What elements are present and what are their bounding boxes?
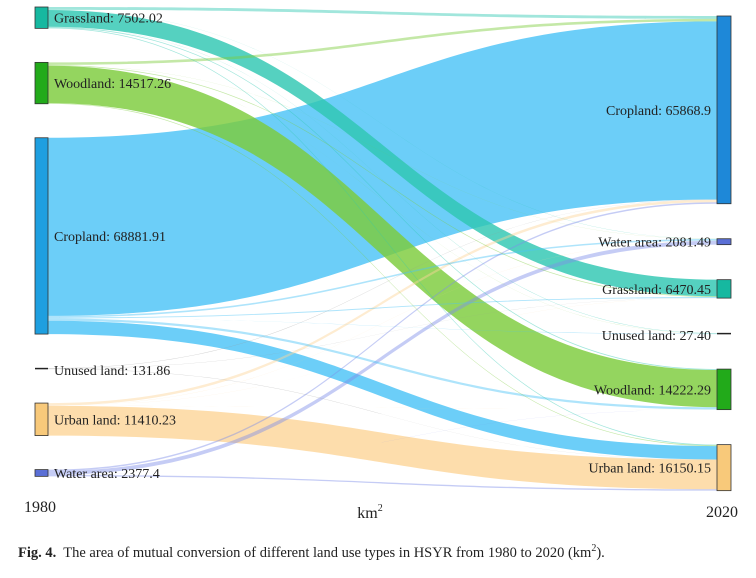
flow-urban-to-grass [48,298,717,406]
flow-urban-to-urban [48,405,717,490]
flow-unused-to-grass [48,297,717,369]
source-label-wood: Woodland: 14517.26 [54,77,171,92]
flow-water-to-urban [48,475,717,491]
flow-unused-to-unused [48,334,717,369]
target-label-urban: Urban land: 16150.15 [589,462,711,477]
target-label-crop: Cropland: 65868.9 [606,104,711,119]
source-node-water [34,469,49,477]
flow-wood-to-unused [48,65,717,334]
flow-unused-to-urban [48,368,717,460]
nodes-group [34,6,732,492]
flow-crop-to-wood [48,318,717,410]
caption-fig-label: Fig. 4. [18,544,57,561]
flow-water-to-grass [48,298,717,475]
flow-wood-to-grass [48,65,717,298]
source-label-water: Water area: 2377.4 [54,467,160,482]
flow-wood-to-crop [48,18,717,65]
flow-crop-to-crop [48,21,717,316]
flow-grass-to-grass [48,10,717,297]
source-label-unused: Unused land: 131.86 [54,364,170,379]
left-year-label: 1980 [24,499,56,516]
flow-grass-to-urban [48,27,717,446]
caption-tail: ). [596,544,605,561]
source-label-grass: Grassland: 7502.02 [54,12,163,27]
figure-caption: Fig. 4. The area of mutual conversion of… [18,543,748,562]
target-node-grass [716,279,732,299]
flow-crop-to-grass [48,297,717,319]
flow-urban-to-water [48,240,717,406]
source-node-urban [34,402,49,436]
flow-urban-to-wood [48,405,717,410]
caption-sup: 2 [591,543,597,554]
flow-grass-to-water [48,9,717,239]
flow-unused-to-crop [48,199,717,369]
unit-exponent: 2 [378,503,383,514]
flow-crop-to-urban [48,320,717,460]
target-node-water [716,238,732,246]
source-node-crop [34,137,49,335]
flow-crop-to-unused [48,318,717,335]
caption-text: The area of mutual conversion of differe… [63,544,592,561]
unit-base: km [357,505,378,520]
flow-water-to-crop [48,202,717,472]
flow-water-to-wood [48,409,717,476]
flow-wood-to-water [48,64,717,240]
target-label-wood: Woodland: 14222.29 [594,383,711,398]
flow-grass-to-wood [48,26,717,370]
source-node-grass [34,6,49,29]
unit-label: km2 [357,503,382,520]
flow-wood-to-wood [48,65,717,408]
source-node-wood [34,61,49,105]
sankey-diagram: Grassland: 7502.02 Woodland: 14517.26 Crop… [24,6,738,520]
labels-group: Grassland: 7502.02 Woodland: 14517.26 Crop… [54,12,711,482]
target-label-unused: Unused land: 27.40 [602,329,711,344]
flow-grass-to-crop [48,7,717,19]
source-label-crop: Cropland: 68881.91 [54,230,166,245]
flow-urban-to-crop [48,199,717,406]
target-label-grass: Grassland: 6470.45 [602,283,711,298]
target-node-crop [716,15,732,205]
flow-wood-to-urban [48,103,717,447]
flow-grass-to-unused [48,26,717,334]
target-node-urban [716,444,732,492]
flow-crop-to-water [48,239,717,318]
flows-group [48,7,717,491]
source-label-urban: Urban land: 11410.23 [54,413,176,428]
right-year-label: 2020 [706,504,738,520]
flow-water-to-water [48,240,717,475]
target-label-water: Water area: 2081.49 [598,236,711,251]
target-node-wood [716,368,732,411]
